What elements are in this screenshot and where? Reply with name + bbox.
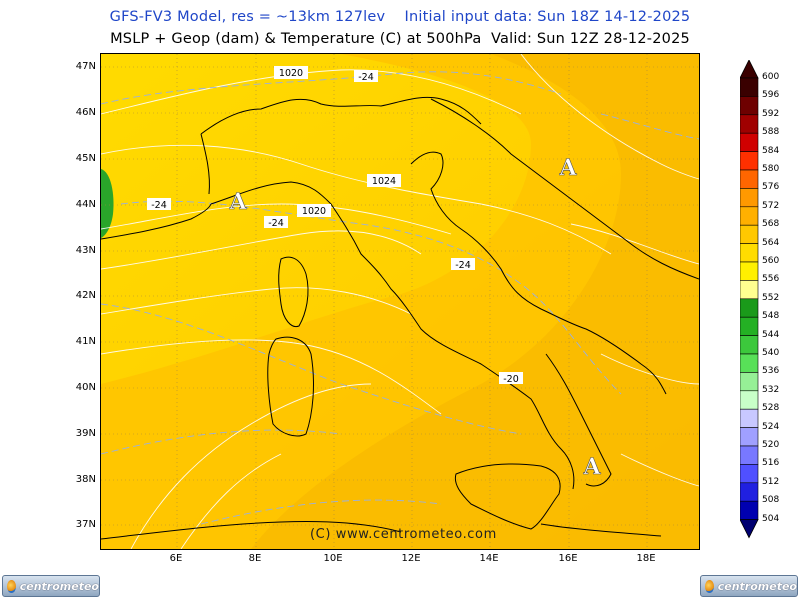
legend-label: 528 bbox=[762, 403, 780, 414]
isotherm-label-south: -20 bbox=[503, 374, 519, 385]
logo-text: centrometeo bbox=[717, 579, 797, 593]
legend-label: 508 bbox=[762, 495, 780, 506]
lon-label-12e: 12E bbox=[401, 553, 421, 564]
legend-swatch bbox=[740, 427, 759, 447]
legend-swatch bbox=[740, 316, 759, 336]
isotherm-label-ligurian: -24 bbox=[268, 218, 284, 229]
legend-swatch bbox=[740, 408, 759, 428]
legend-swatch bbox=[740, 482, 759, 502]
lat-label-45n: 45N bbox=[75, 153, 96, 164]
legend-swatch bbox=[740, 169, 759, 189]
legend-label: 572 bbox=[762, 200, 780, 211]
legend-swatch bbox=[740, 96, 759, 116]
lat-label-47n: 47N bbox=[75, 61, 96, 72]
legend-label: 576 bbox=[762, 182, 780, 193]
legend-label: 552 bbox=[762, 292, 780, 303]
lat-label-37n: 37N bbox=[75, 519, 96, 530]
high-marker-west: A bbox=[228, 189, 247, 215]
legend-swatch bbox=[740, 500, 759, 520]
legend-label: 584 bbox=[762, 145, 780, 156]
isotherm-label-north: -24 bbox=[358, 72, 374, 83]
lat-label-40n: 40N bbox=[75, 382, 96, 393]
field-title: MSLP + Geop (dam) & Temperature (C) at 5… bbox=[110, 31, 690, 47]
lat-label-42n: 42N bbox=[75, 290, 96, 301]
legend-label: 568 bbox=[762, 219, 780, 230]
lon-label-18e: 18E bbox=[636, 553, 656, 564]
centrometeo-logo-left[interactable]: centrometeo bbox=[2, 575, 100, 597]
legend-swatch bbox=[740, 445, 759, 465]
lon-label-14e: 14E bbox=[479, 553, 499, 564]
legend-label: 516 bbox=[762, 458, 780, 469]
legend-arrow-top bbox=[740, 60, 759, 79]
weather-map[interactable]: 1020 1024 1020 -24 -24 -24 -24 -20 A A A bbox=[100, 53, 700, 550]
legend-label: 596 bbox=[762, 90, 780, 101]
isotherms bbox=[101, 71, 699, 525]
lat-label-44n: 44N bbox=[75, 199, 96, 210]
legend-swatch bbox=[740, 206, 759, 226]
lon-label-10e: 10E bbox=[323, 553, 343, 564]
legend-label: 592 bbox=[762, 108, 780, 119]
legend-label: 560 bbox=[762, 256, 780, 266]
isotherm-label-central: -24 bbox=[455, 260, 471, 271]
legend-swatch bbox=[740, 243, 759, 263]
legend-swatch bbox=[740, 132, 759, 152]
lat-label-46n: 46N bbox=[75, 107, 96, 118]
legend-label: 524 bbox=[762, 421, 780, 432]
legend-label: 600 bbox=[762, 72, 780, 82]
geop-low-552 bbox=[101, 169, 114, 238]
isobar-label-1020-south: 1020 bbox=[302, 206, 326, 217]
isobar-label-1024: 1024 bbox=[372, 176, 396, 187]
legend-label: 504 bbox=[762, 513, 780, 524]
legend-swatch bbox=[740, 261, 759, 281]
lat-label-39n: 39N bbox=[75, 428, 96, 439]
legend-swatch bbox=[740, 114, 759, 134]
legend-label: 536 bbox=[762, 366, 780, 377]
legend-swatch bbox=[740, 77, 759, 97]
lon-label-16e: 16E bbox=[558, 553, 578, 564]
legend-swatch bbox=[740, 372, 759, 392]
legend-label: 556 bbox=[762, 274, 780, 285]
lon-label-6e: 6E bbox=[169, 553, 183, 564]
color-scale-legend bbox=[740, 60, 759, 539]
legend-label: 548 bbox=[762, 311, 780, 322]
legend-label: 540 bbox=[762, 348, 780, 358]
legend-swatch bbox=[740, 390, 759, 410]
lat-label-43n: 43N bbox=[75, 245, 96, 256]
coastlines bbox=[101, 96, 699, 540]
globe-icon bbox=[7, 579, 16, 593]
legend-arrow-bottom bbox=[740, 519, 759, 539]
lon-label-8e: 8E bbox=[248, 553, 262, 564]
legend-swatch bbox=[740, 335, 759, 355]
legend-label: 532 bbox=[762, 384, 780, 395]
legend-swatch bbox=[740, 353, 759, 373]
legend-label: 544 bbox=[762, 329, 780, 340]
lat-label-38n: 38N bbox=[75, 474, 96, 485]
high-marker-adriatic: A bbox=[558, 155, 577, 181]
legend-label: 512 bbox=[762, 476, 780, 487]
lat-label-41n: 41N bbox=[75, 336, 96, 347]
logo-text: centrometeo bbox=[19, 579, 99, 593]
legend-label: 588 bbox=[762, 127, 780, 138]
centrometeo-logo-right[interactable]: centrometeo bbox=[700, 575, 798, 597]
isotherm-label-west: -24 bbox=[151, 200, 167, 211]
high-marker-ionian: A bbox=[582, 454, 601, 480]
legend-swatch bbox=[740, 298, 759, 318]
legend-swatch bbox=[740, 188, 759, 208]
legend-label: 580 bbox=[762, 164, 780, 174]
legend-swatch bbox=[740, 151, 759, 171]
credit-text: (C) www.centrometeo.com bbox=[310, 527, 497, 542]
legend-label: 520 bbox=[762, 440, 780, 450]
legend-swatch bbox=[740, 464, 759, 484]
legend-label: 564 bbox=[762, 237, 780, 248]
legend-swatch bbox=[740, 280, 759, 300]
globe-icon bbox=[705, 579, 714, 593]
isobar-label-1020-north: 1020 bbox=[279, 68, 303, 79]
legend-swatch bbox=[740, 224, 759, 244]
model-title: GFS-FV3 Model, res = ~13km 127lev Initia… bbox=[109, 9, 691, 25]
